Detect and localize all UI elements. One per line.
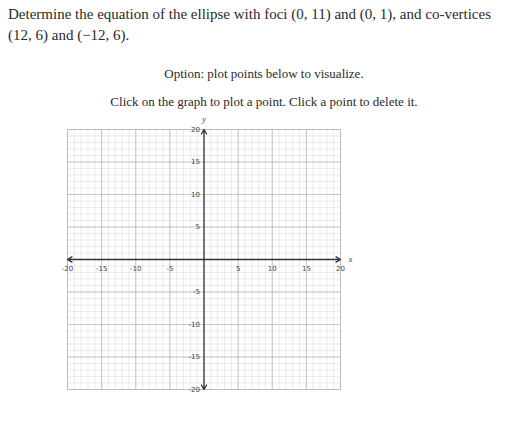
svg-text:15: 15	[302, 265, 311, 273]
svg-text:x: x	[348, 255, 353, 264]
svg-text:-15: -15	[189, 353, 200, 361]
svg-text:-20: -20	[189, 386, 200, 394]
svg-text:-20: -20	[62, 265, 73, 273]
svg-text:5: 5	[196, 223, 200, 231]
svg-text:-10: -10	[189, 321, 200, 329]
svg-text:y: y	[201, 115, 206, 124]
svg-text:-5: -5	[193, 288, 200, 296]
svg-text:-5: -5	[166, 265, 173, 273]
svg-text:-10: -10	[130, 265, 141, 273]
svg-text:20: 20	[336, 265, 345, 273]
svg-text:-15: -15	[96, 265, 107, 273]
html-text:Option: plot points below to v: Option: plot points below to visualize.	[164, 66, 364, 81]
svg-text:20: 20	[191, 126, 200, 134]
svg-text:15: 15	[191, 158, 200, 166]
svg-text:10: 10	[191, 191, 200, 199]
html-text:Click on the graph to plot a p: Click on the graph to plot a point. Clic…	[110, 94, 418, 109]
html-text:Determine the equation of the: Determine the equation of the ellipse wi…	[8, 6, 491, 43]
svg-text:5: 5	[236, 265, 240, 273]
svg-text:10: 10	[268, 265, 277, 273]
